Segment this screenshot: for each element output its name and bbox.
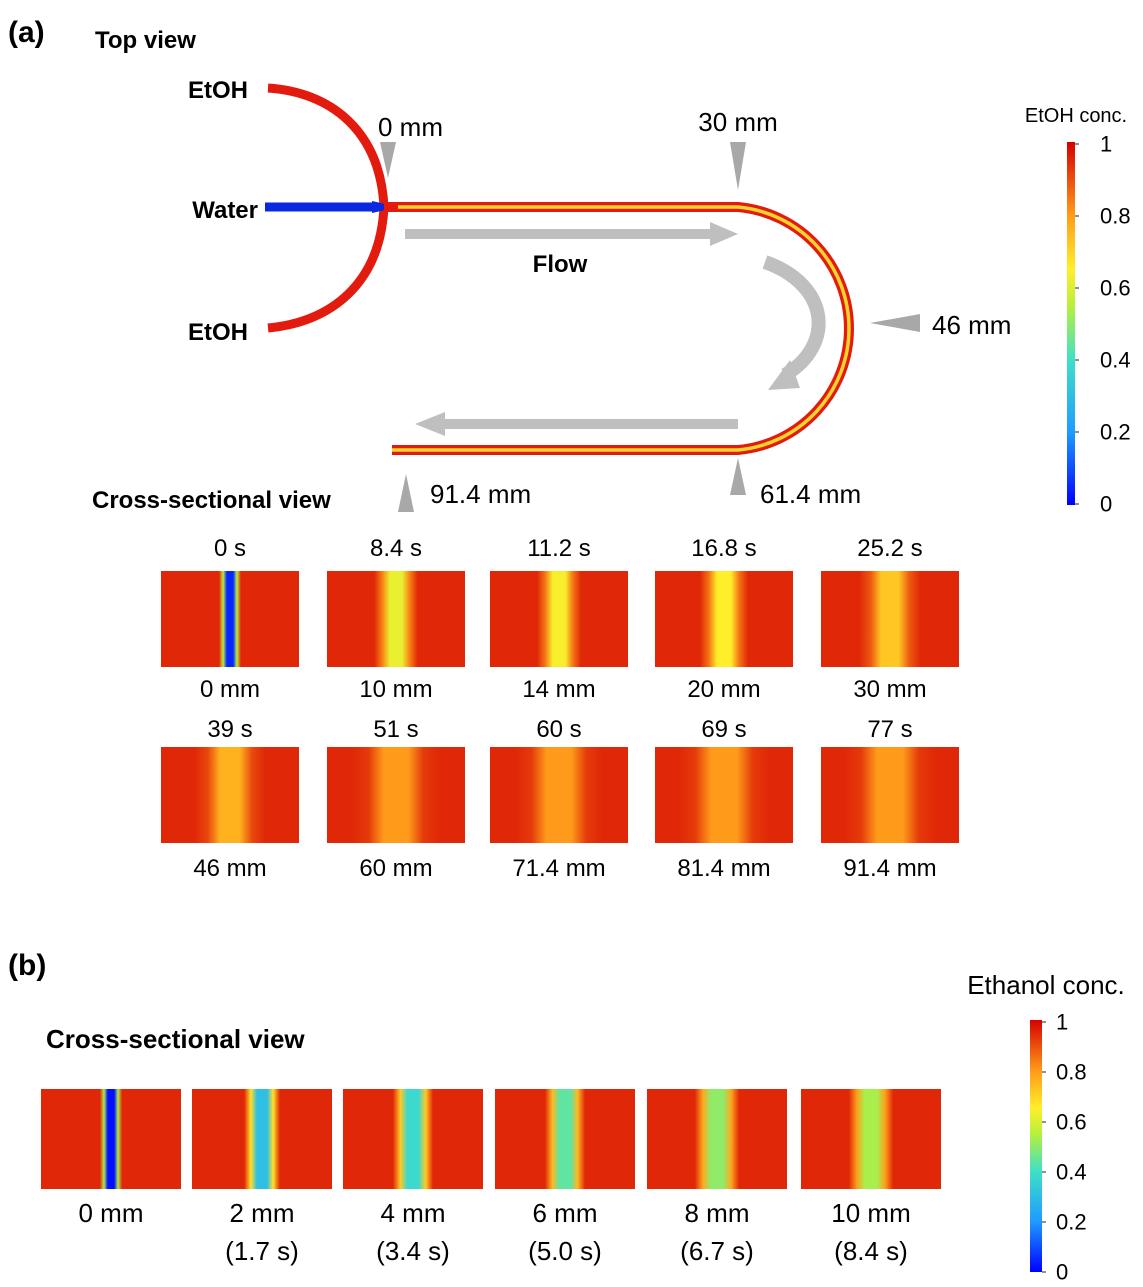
section-position-label: 30 mm [853,676,926,703]
flow-arrow-bottom-head [415,412,445,436]
marker-91mm-label: 91.4 mm [430,479,531,509]
inlet-etoh-top-label: EtOH [188,77,248,104]
colorbar-a-ticks: 1 0.8 0.6 0.4 0.2 0 [1075,132,1131,517]
cross-section-plot [343,1089,483,1189]
flow-arrow-curve [762,255,826,381]
cross-section-plot [490,747,628,843]
section-time-label: 77 s [867,716,912,743]
marker-30mm-label: 30 mm [698,107,777,137]
colorbar-tick-label: 0.8 [1056,1060,1087,1085]
panel-b-letter: (b) [8,949,46,982]
colorbar-tick-label: 0.2 [1056,1210,1087,1235]
marker-30mm [730,142,746,190]
inlet-water-label: Water [192,197,258,224]
colorbar-b [1030,1020,1042,1272]
cross-section-title-b: Cross-sectional view [46,1024,305,1054]
cross-section-plot [161,571,299,667]
section-position-label: 91.4 mm [843,855,936,882]
cross-section-plot [821,747,959,843]
main-channel-outer [384,202,854,455]
cross-section-plot [495,1089,635,1189]
section-position-label: 81.4 mm [677,855,770,882]
section-position-label: 46 mm [193,855,266,882]
colorbar-tick-label: 0.4 [1100,348,1131,373]
colorbar-tick-label: 0.2 [1100,420,1131,445]
cross-section-plot [192,1089,332,1189]
section-position-label: 10 mm [359,676,432,703]
panel-b-cross-sections: 0 mm 2 mm (1.7 s) 4 mm (3.4 s) 6 mm (5.0 s) 8 m… [41,1089,941,1266]
section-position-label: 0 mm [79,1198,144,1228]
cross-section-plot [655,747,793,843]
section-time-label: (5.0 s) [528,1236,602,1266]
marker-46mm [870,314,920,332]
cross-section-plot [801,1089,941,1189]
section-position-label: 4 mm [381,1198,446,1228]
section-time-label: 60 s [536,716,581,743]
marker-91mm [398,474,414,512]
marker-0mm-label: 0 mm [378,112,443,142]
colorbar-a [1067,142,1075,505]
colorbar-tick-label: 0 [1100,492,1112,517]
inlet-etoh-bottom-label: EtOH [188,319,248,346]
top-view-title: Top view [95,27,196,54]
cross-section-plot [490,571,628,667]
cross-section-plot [41,1089,181,1189]
cross-section-plot [161,747,299,843]
section-position-label: 2 mm [230,1198,295,1228]
cross-section-title-a: Cross-sectional view [92,487,331,514]
colorbar-tick-label: 0.6 [1100,276,1131,301]
section-time-label: 8.4 s [370,535,422,562]
colorbar-tick-label: 0.8 [1100,204,1131,229]
section-time-label: 51 s [373,716,418,743]
section-position-label: 10 mm [831,1198,910,1228]
section-position-label: 14 mm [522,676,595,703]
colorbar-tick-label: 1 [1056,1010,1068,1035]
panel-a-letter: (a) [8,16,45,49]
colorbar-b-title: Ethanol conc. [967,970,1125,1000]
section-time-label: (6.7 s) [680,1236,754,1266]
flow-label: Flow [533,251,588,278]
main-channel-core [392,205,851,452]
colorbar-tick-label: 0.6 [1056,1110,1087,1135]
section-position-label: 60 mm [359,855,432,882]
cross-section-plot [327,747,465,843]
section-time-label: 25.2 s [857,535,922,562]
marker-61mm [730,458,746,495]
colorbar-b-ticks: 1 0.8 0.6 0.4 0.2 0 [1042,1010,1087,1285]
section-time-label: 11.2 s [527,535,591,562]
marker-46mm-label: 46 mm [932,310,1011,340]
section-time-label: (3.4 s) [376,1236,450,1266]
section-position-label: 8 mm [685,1198,750,1228]
section-position-label: 6 mm [533,1198,598,1228]
section-time-label: (8.4 s) [834,1236,908,1266]
section-position-label: 0 mm [200,676,260,703]
cross-section-plot [655,571,793,667]
colorbar-tick-label: 0.4 [1056,1160,1087,1185]
colorbar-tick-label: 0 [1056,1260,1068,1285]
colorbar-tick-label: 1 [1100,132,1112,157]
flow-arrow-curve-head [768,360,800,390]
section-time-label: 0 s [214,535,246,562]
section-time-label: 39 s [207,716,252,743]
colorbar-a-title: EtOH conc. [1025,105,1127,127]
marker-61mm-label: 61.4 mm [760,479,861,509]
cross-section-plot [821,571,959,667]
section-position-label: 20 mm [687,676,760,703]
section-time-label: (1.7 s) [225,1236,299,1266]
cross-section-plot [647,1089,787,1189]
cross-section-plot [327,571,465,667]
flow-arrow-top-head [710,222,738,246]
marker-0mm [380,142,396,178]
section-time-label: 16.8 s [691,535,756,562]
section-position-label: 71.4 mm [512,855,605,882]
section-time-label: 69 s [701,716,746,743]
panel-a-cross-sections: 0 s 0 mm 8.4 s 10 mm 11.2 s 14 mm 16.8 s 20 mm 2… [161,535,959,882]
